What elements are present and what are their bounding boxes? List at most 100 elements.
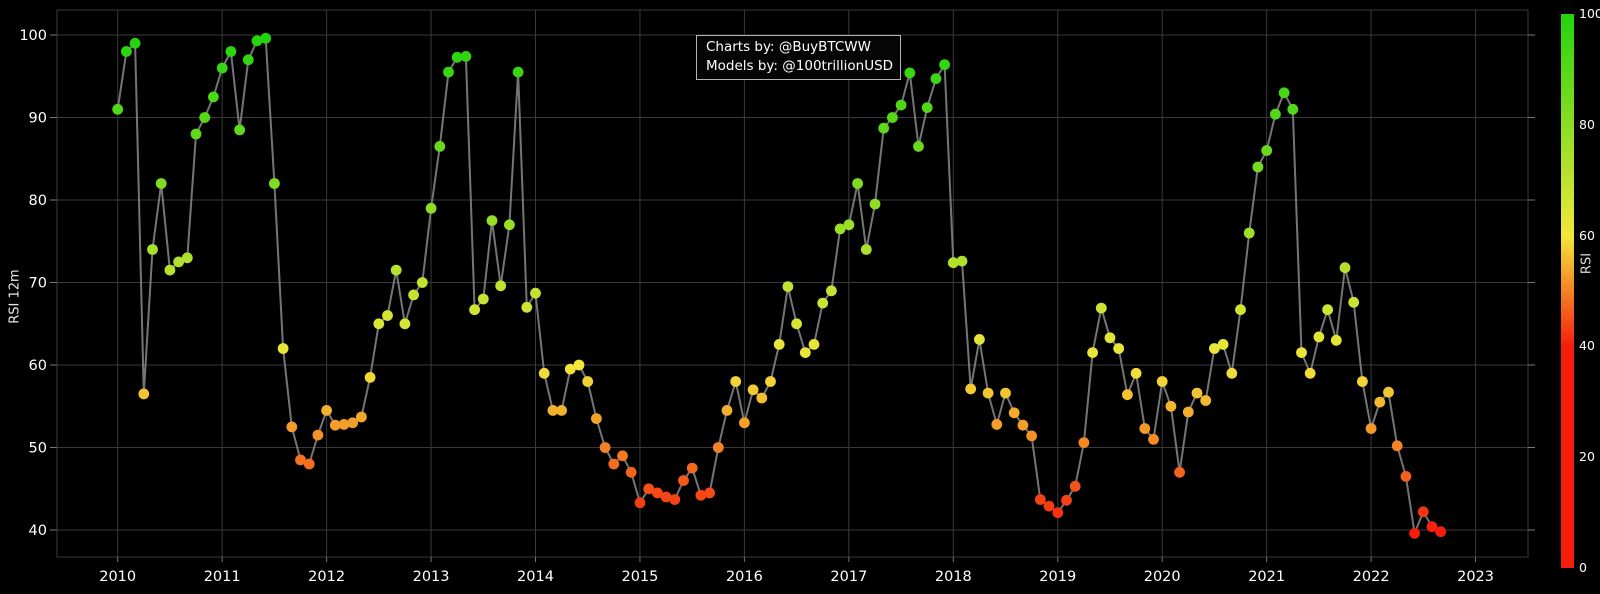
data-point (1226, 367, 1238, 379)
data-point (495, 280, 507, 292)
data-point (1017, 419, 1029, 431)
x-tick-label: 2021 (1248, 569, 1285, 585)
data-point (390, 264, 402, 276)
data-point (443, 66, 454, 78)
data-point (399, 318, 411, 330)
data-point (747, 384, 759, 396)
y-tick-label: 40 (29, 523, 47, 539)
data-point (756, 392, 768, 404)
data-point (347, 417, 359, 429)
data-point (1034, 494, 1046, 505)
data-point (303, 458, 315, 470)
data-point (791, 318, 802, 330)
data-point (1426, 521, 1438, 533)
colorbar-tick-label: 100 (1579, 6, 1600, 21)
data-point (721, 405, 733, 416)
data-point (1008, 407, 1020, 419)
data-point (921, 102, 933, 113)
data-point (364, 372, 376, 383)
data-point (1287, 103, 1299, 115)
data-point (643, 483, 655, 495)
data-point (817, 297, 829, 309)
data-point (312, 429, 324, 441)
data-point (782, 281, 794, 292)
data-point (1043, 500, 1055, 512)
data-point (887, 112, 898, 123)
y-tick-label: 70 (29, 276, 47, 292)
data-point (1357, 376, 1368, 387)
colorbar-tick-label: 0 (1579, 560, 1587, 575)
data-point (373, 318, 385, 330)
data-point (1313, 331, 1325, 343)
data-point (599, 442, 611, 453)
data-point (1061, 494, 1072, 506)
data-point (608, 458, 620, 470)
data-point (808, 339, 820, 350)
data-point (860, 244, 872, 255)
data-point (704, 487, 715, 499)
data-point (939, 59, 950, 71)
data-point (765, 376, 776, 387)
data-point (895, 99, 907, 111)
data-point (1235, 304, 1246, 316)
data-point (852, 178, 863, 189)
colorbar-title: RSI (1579, 252, 1595, 275)
data-point (686, 462, 698, 474)
data-point (1383, 386, 1394, 398)
data-point (1026, 430, 1037, 442)
data-point (1191, 387, 1203, 399)
data-point (1217, 339, 1229, 350)
x-tick-label: 2023 (1457, 569, 1494, 585)
data-point (582, 376, 594, 387)
data-point (913, 141, 924, 152)
data-point (1182, 406, 1194, 418)
data-point (530, 287, 541, 299)
data-point (416, 277, 428, 288)
data-point (625, 466, 637, 478)
x-tick-label: 2016 (726, 569, 763, 585)
data-point (982, 387, 994, 399)
data-point (1174, 466, 1185, 478)
data-point (974, 334, 985, 345)
data-point (1261, 145, 1273, 156)
data-point (295, 454, 306, 466)
data-point (329, 419, 341, 431)
data-point (739, 417, 750, 429)
data-point (216, 62, 228, 74)
data-point (469, 304, 480, 316)
data-point (425, 202, 437, 214)
data-point (1139, 423, 1151, 434)
data-point (1435, 526, 1447, 538)
data-point (956, 255, 968, 267)
data-point (521, 301, 533, 313)
data-point (1278, 87, 1290, 99)
data-point (573, 359, 585, 371)
x-tick-label: 2012 (308, 569, 345, 585)
data-point (1200, 395, 1212, 406)
colorbar-tick-label: 40 (1579, 338, 1595, 354)
data-point (617, 450, 628, 462)
rsi-line (116, 37, 1442, 535)
data-point (155, 178, 167, 189)
data-point (1209, 343, 1220, 354)
data-point (1417, 506, 1429, 518)
data-point (1156, 376, 1168, 387)
data-point (965, 383, 977, 395)
data-point (591, 413, 602, 424)
data-point (286, 421, 298, 433)
data-point (199, 112, 211, 123)
data-point (356, 411, 367, 423)
data-point (1322, 304, 1333, 316)
data-point (408, 289, 419, 301)
data-point (234, 124, 246, 136)
data-point (991, 419, 1003, 430)
y-tick-label: 100 (19, 28, 47, 44)
data-point (1400, 471, 1412, 482)
data-point (460, 51, 472, 62)
data-point (730, 376, 742, 387)
data-point (695, 489, 707, 501)
data-point (1087, 347, 1098, 358)
data-point (1052, 507, 1064, 519)
x-tick-label: 2013 (413, 569, 450, 585)
